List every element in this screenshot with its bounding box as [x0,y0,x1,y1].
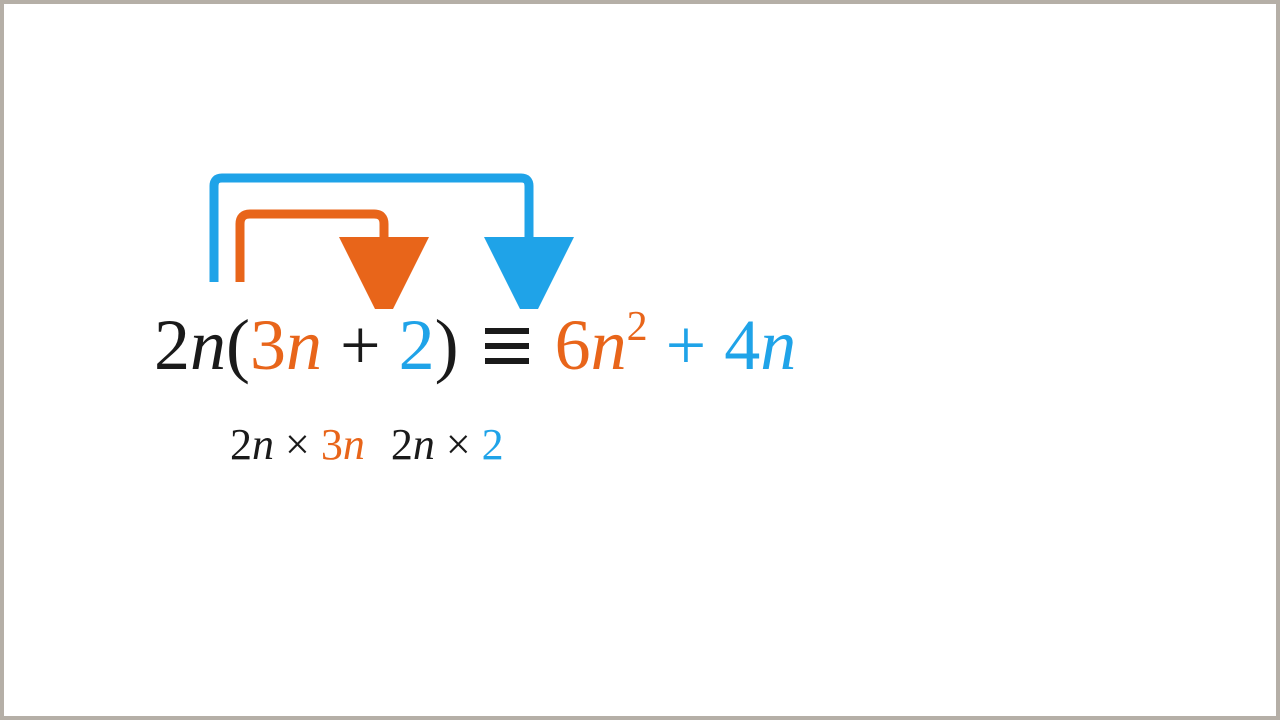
distribution-arrows [184,164,584,304]
plus-sign: + [322,305,399,385]
main-equation: 2n(3n + 2) 6n2 + 4n [154,304,796,387]
sub-p1b-coef: 3 [321,420,343,469]
sub-times2: × [435,420,482,469]
sub-times1: × [274,420,321,469]
rhs-var2: n [760,305,796,385]
term1-coef: 3 [250,305,286,385]
rhs-coef1: 6 [555,305,591,385]
sub-p2a-coef: 2 [391,420,413,469]
lhs-coef: 2 [154,305,190,385]
sub-p2b: 2 [482,420,504,469]
paren-open: ( [226,305,250,385]
outer-arrow-blue [214,178,529,282]
lhs-var: n [190,305,226,385]
sub-equation: 2n × 3n2n × 2 [230,419,504,470]
diagram-canvas: 2n(3n + 2) 6n2 + 4n 2n × 3n2n × 2 [4,4,1276,716]
rhs-var1: n [591,305,627,385]
sub-p1a-coef: 2 [230,420,252,469]
identity-symbol [485,324,529,368]
sub-p2a-var: n [413,420,435,469]
inner-arrow-orange [240,214,384,282]
term1-var: n [286,305,322,385]
rhs-coef2: 4 [724,305,760,385]
sub-p1b-var: n [343,420,365,469]
sub-p1a-var: n [252,420,274,469]
rhs-exponent: 2 [627,304,648,350]
rhs-plus: + [648,305,725,385]
paren-close: ) [435,305,459,385]
term2: 2 [399,305,435,385]
